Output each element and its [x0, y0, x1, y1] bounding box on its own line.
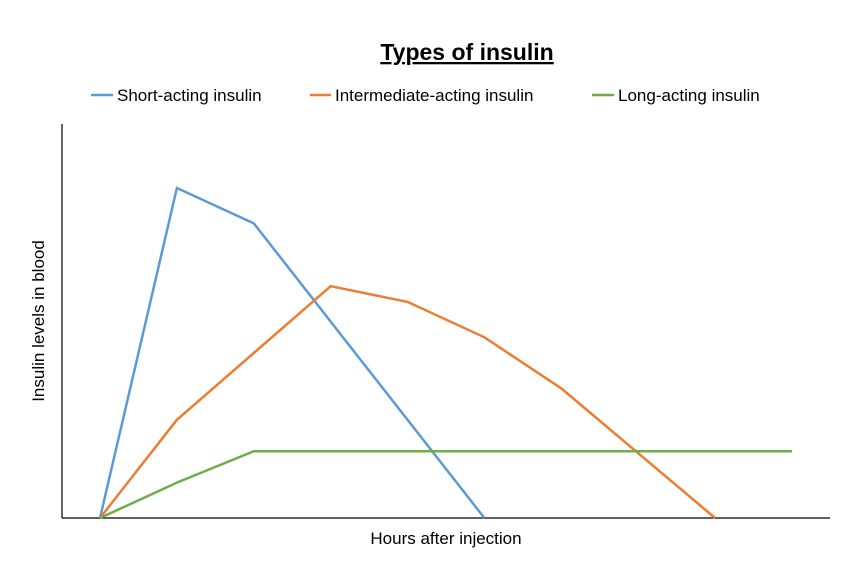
legend: Short-acting insulin Intermediate-acting… [91, 86, 760, 105]
x-axis-label: Hours after injection [370, 529, 521, 548]
legend-label-short-acting: Short-acting insulin [117, 86, 262, 105]
legend-label-intermediate-acting: Intermediate-acting insulin [335, 86, 533, 105]
series-line-long-acting-insulin [99, 449, 792, 520]
chart-title: Types of insulin [380, 39, 553, 65]
series-line-intermediate-acting-insulin [99, 284, 716, 519]
legend-label-long-acting: Long-acting insulin [618, 86, 760, 105]
series-layer [98, 186, 792, 520]
y-axis-label: Insulin levels in blood [29, 240, 48, 402]
series-line-short-acting-insulin [98, 186, 486, 519]
